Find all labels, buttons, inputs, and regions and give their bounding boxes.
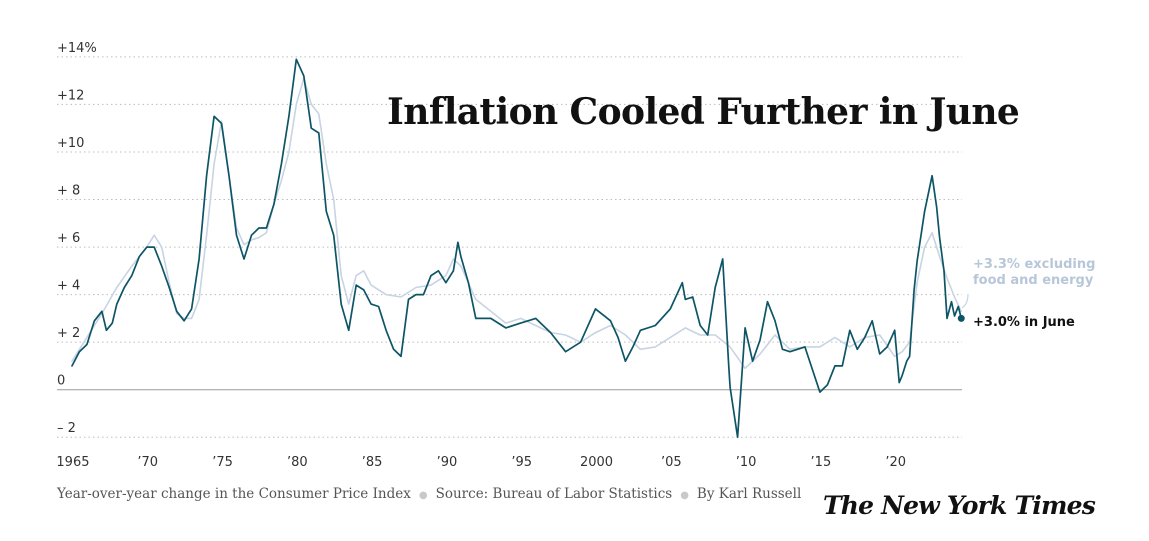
- x-tick-label: ’80: [287, 455, 308, 470]
- y-tick-label: + 6: [57, 231, 80, 246]
- y-tick-label: + 2: [57, 326, 80, 341]
- footer-separator: ●: [418, 490, 428, 501]
- series-lines: [71, 58, 965, 439]
- footer-byline: By Karl Russell: [696, 486, 802, 502]
- y-tick-label: + 4: [57, 279, 80, 294]
- x-tick-label: ’20: [885, 455, 906, 470]
- x-tick-label: ’95: [511, 455, 532, 470]
- gridlines: [57, 56, 962, 438]
- core-annotation-line2: food and energy: [973, 273, 1094, 288]
- nyt-logo: The New York Times: [822, 491, 1096, 520]
- core-annotation-line1: +3.3% excluding: [973, 257, 1095, 272]
- x-tick-label: ’70: [137, 455, 158, 470]
- x-tick-label: 2000: [580, 455, 613, 470]
- y-axis-ticks: +14% +12 +10 + 8 + 6 + 4 + 2 0 – 2: [57, 41, 97, 436]
- core-series-line: [71, 77, 963, 370]
- chart-title: Inflation Cooled Further in June: [387, 91, 1019, 133]
- y-tick-label: +12: [57, 88, 84, 103]
- x-tick-label: ’15: [811, 455, 832, 470]
- y-tick-label: +10: [57, 136, 84, 151]
- y-tick-label: – 2: [57, 421, 76, 436]
- x-tick-label: ’75: [212, 455, 233, 470]
- footer-separator: ●: [680, 490, 689, 501]
- x-tick-label: 1965: [56, 455, 89, 470]
- chart-footer: Year-over-year change in the Consumer Pr…: [57, 486, 801, 502]
- footer-caption: Year-over-year change in the Consumer Pr…: [57, 486, 411, 502]
- x-axis-ticks: 1965 ’70 ’75 ’80 ’85 ’90 ’95 2000 ’05 ’10 ’15 ’20: [56, 455, 906, 470]
- x-tick-label: ’05: [661, 455, 682, 470]
- headline-series-line: [71, 58, 963, 439]
- x-tick-label: ’85: [362, 455, 383, 470]
- cpi-chart: +14% +12 +10 + 8 + 6 + 4 + 2 0 – 2 1965 ’70 ’75 ’80…: [56, 41, 1095, 470]
- y-tick-label: 0: [57, 374, 65, 389]
- x-tick-label: ’90: [437, 455, 458, 470]
- headline-end-dot: [957, 314, 965, 322]
- headline-annotation: +3.0% in June: [973, 315, 1075, 330]
- core-annotation-leader: [961, 293, 969, 309]
- footer-source: Source: Bureau of Labor Statistics: [435, 486, 673, 502]
- y-tick-label: +14%: [57, 41, 97, 56]
- y-tick-label: + 8: [57, 184, 80, 199]
- x-tick-label: ’10: [736, 455, 757, 470]
